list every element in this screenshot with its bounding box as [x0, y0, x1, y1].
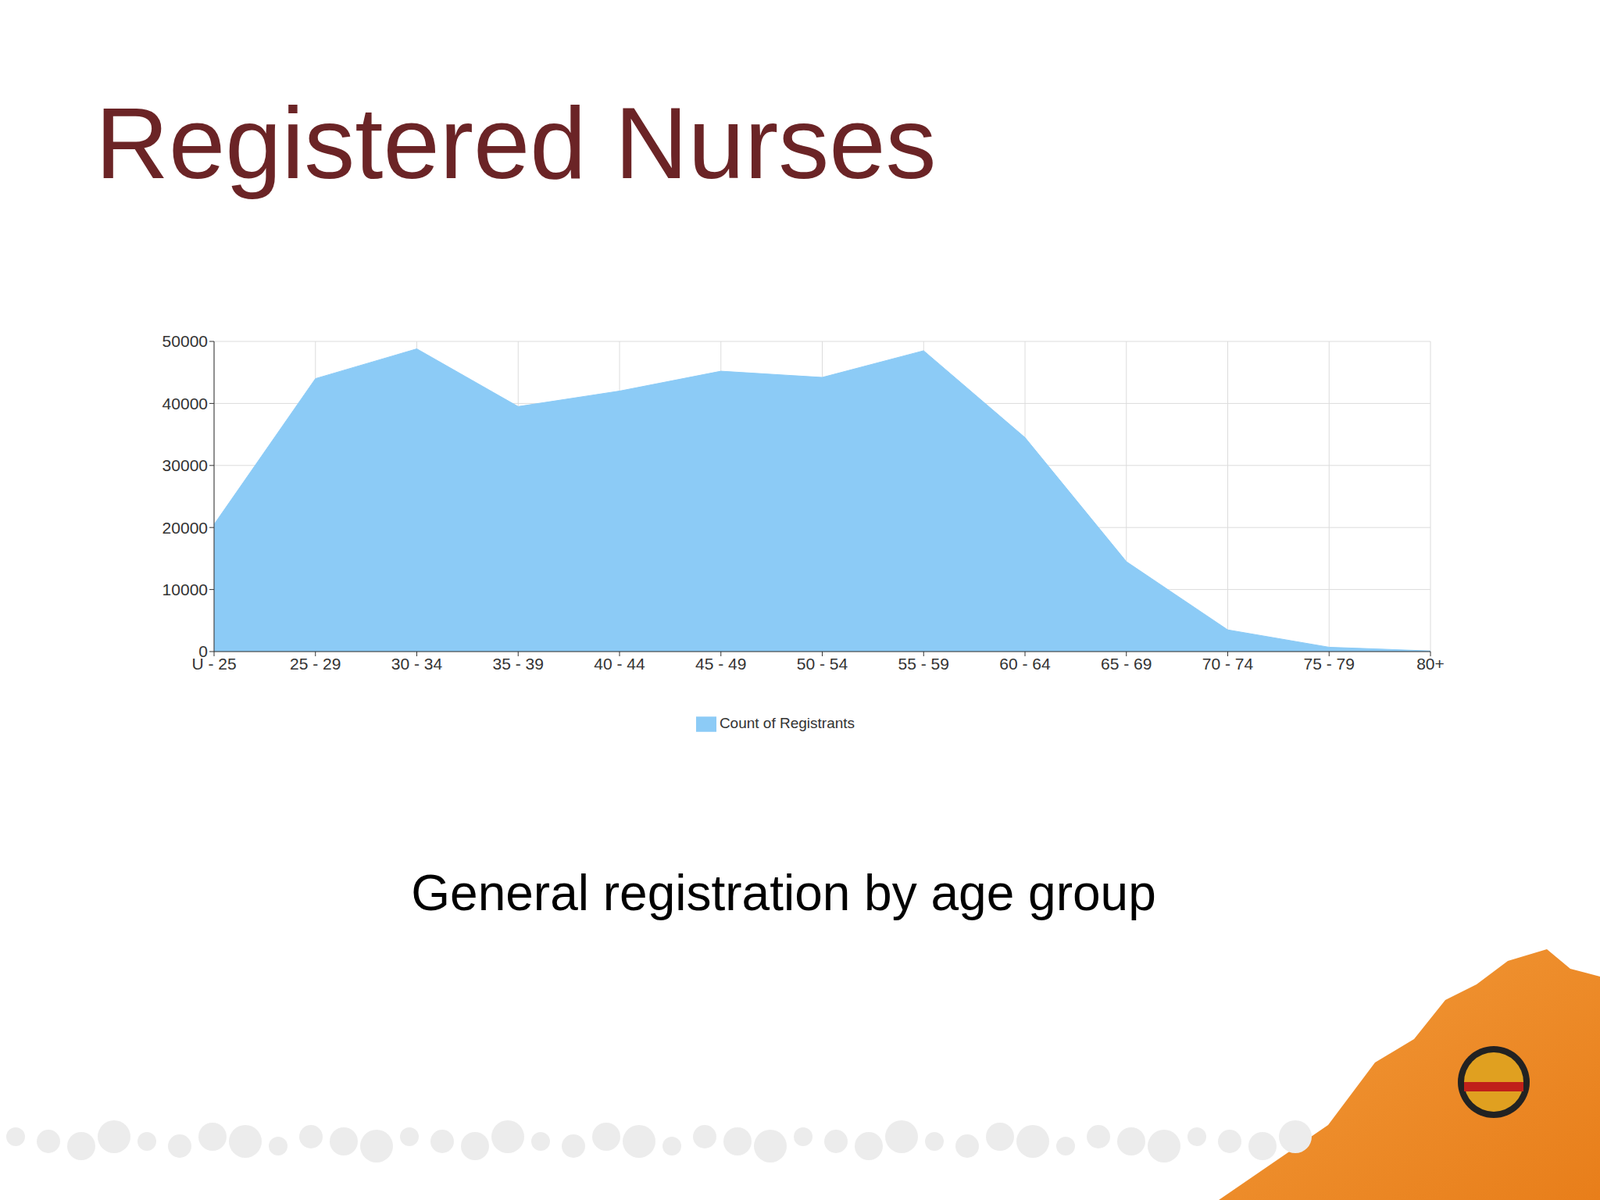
- svg-text:25 - 29: 25 - 29: [289, 654, 341, 673]
- svg-text:75 - 79: 75 - 79: [1303, 654, 1355, 673]
- svg-text:0: 0: [198, 642, 208, 661]
- svg-text:U - 25: U - 25: [191, 654, 237, 673]
- svg-text:20000: 20000: [162, 518, 208, 537]
- html-text:Count of Registrants: Count of Registrants: [719, 714, 855, 732]
- svg-text:45 - 49: 45 - 49: [695, 654, 747, 673]
- svg-text:40 - 44: 40 - 44: [593, 654, 646, 673]
- svg-text:50000: 50000: [162, 332, 208, 350]
- svg-text:70 - 74: 70 - 74: [1202, 654, 1254, 673]
- svg-text:60 - 64: 60 - 64: [999, 654, 1051, 673]
- html-text:General registration by age gr: General registration by age group: [411, 864, 1157, 922]
- svg-text:10000: 10000: [162, 580, 208, 599]
- svg-text:80+: 80+: [1416, 654, 1445, 673]
- svg-text:55 - 59: 55 - 59: [898, 654, 950, 673]
- svg-text:50 - 54: 50 - 54: [796, 654, 849, 673]
- svg-text:30 - 34: 30 - 34: [391, 654, 443, 673]
- svg-text:35 - 39: 35 - 39: [492, 654, 544, 673]
- html-text:Registered Nurses: Registered Nurses: [95, 85, 937, 200]
- svg-text:30000: 30000: [162, 456, 208, 475]
- svg-text:65 - 69: 65 - 69: [1100, 654, 1152, 673]
- svg-text:40000: 40000: [162, 394, 208, 413]
